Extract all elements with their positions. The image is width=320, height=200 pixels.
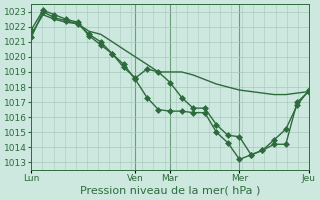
X-axis label: Pression niveau de la mer( hPa ): Pression niveau de la mer( hPa ): [80, 186, 260, 196]
